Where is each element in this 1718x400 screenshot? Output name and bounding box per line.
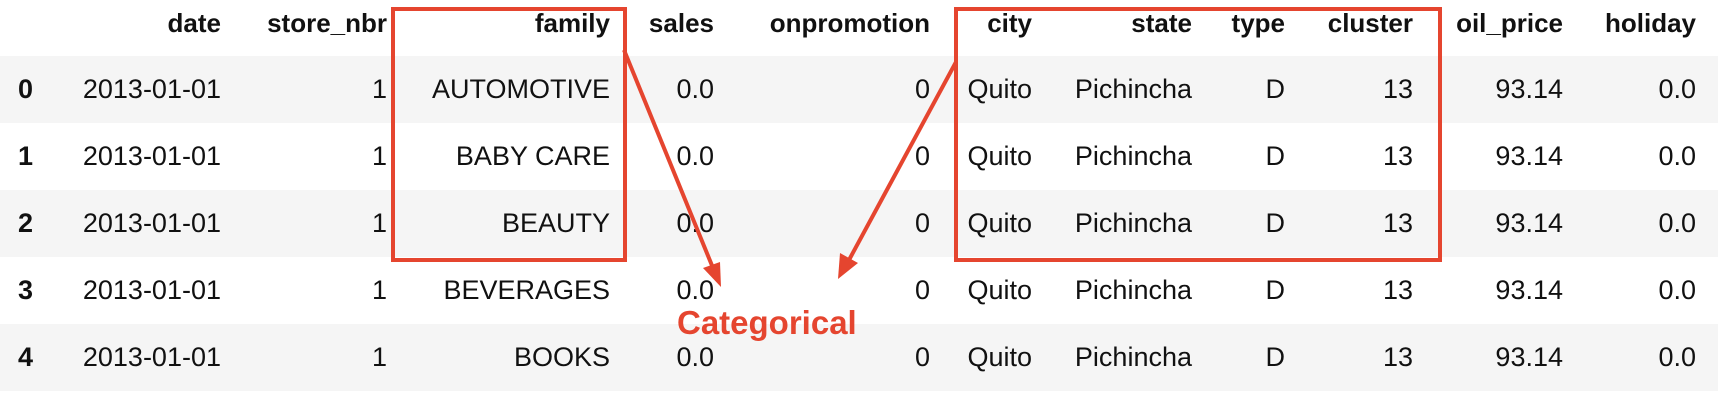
location-arrow-line	[847, 61, 958, 261]
cell-family: BEVERAGES	[443, 275, 610, 305]
cell-sales: 0.0	[676, 141, 714, 171]
cell-sales: 0.0	[676, 275, 714, 305]
column-header-date: date	[167, 8, 221, 38]
row-index: 3	[18, 275, 34, 305]
cell-onpromotion: 0	[914, 208, 930, 238]
cell-store-nbr: 1	[371, 275, 387, 305]
cell-state: Pichincha	[1074, 74, 1192, 104]
table-header-row: date store_nbr family sales onpromotion …	[0, 0, 1718, 56]
table-row: 4 2013-01-01 1 BOOKS 0.0 0 Quito Pichinc…	[0, 324, 1718, 391]
cell-city: Quito	[967, 208, 1032, 238]
cell-sales: 0.0	[676, 74, 714, 104]
cell-store-nbr: 1	[371, 74, 387, 104]
column-header-sales: sales	[648, 8, 714, 38]
cell-city: Quito	[967, 74, 1032, 104]
table-row: 3 2013-01-01 1 BEVERAGES 0.0 0 Quito Pic…	[0, 257, 1718, 324]
cell-date: 2013-01-01	[82, 275, 221, 305]
cell-family: BEAUTY	[501, 208, 610, 238]
cell-onpromotion: 0	[914, 74, 930, 104]
row-index: 2	[18, 208, 34, 238]
cell-family: BABY CARE	[455, 141, 610, 171]
cell-store-nbr: 1	[371, 141, 387, 171]
family-highlight-box	[391, 7, 627, 262]
table-row: 1 2013-01-01 1 BABY CARE 0.0 0 Quito Pic…	[0, 123, 1718, 190]
column-header-city: city	[987, 8, 1032, 38]
cell-state: Pichincha	[1074, 208, 1192, 238]
cell-store-nbr: 1	[371, 208, 387, 238]
cell-holiday: 0.0	[1658, 208, 1696, 238]
cell-state: Pichincha	[1074, 342, 1192, 372]
cell-type: D	[1265, 208, 1286, 238]
column-header-cluster: cluster	[1327, 8, 1413, 38]
cell-state: Pichincha	[1074, 275, 1192, 305]
location-arrowhead	[838, 253, 858, 279]
cell-city: Quito	[967, 275, 1032, 305]
cell-type: D	[1265, 74, 1286, 104]
location-highlight-box	[954, 7, 1442, 262]
cell-onpromotion: 0	[914, 275, 930, 305]
cell-cluster: 13	[1382, 342, 1413, 372]
cell-type: D	[1265, 342, 1286, 372]
cell-date: 2013-01-01	[82, 208, 221, 238]
cell-date: 2013-01-01	[82, 141, 221, 171]
cell-oil-price: 93.14	[1495, 342, 1563, 372]
cell-cluster: 13	[1382, 141, 1413, 171]
family-arrowhead	[703, 262, 721, 287]
cell-cluster: 13	[1382, 74, 1413, 104]
cell-store-nbr: 1	[371, 342, 387, 372]
column-header-oil-price: oil_price	[1456, 8, 1563, 38]
cell-oil-price: 93.14	[1495, 275, 1563, 305]
cell-family: BOOKS	[513, 342, 610, 372]
column-header-holiday: holiday	[1604, 8, 1696, 38]
cell-city: Quito	[967, 342, 1032, 372]
cell-oil-price: 93.14	[1495, 74, 1563, 104]
cell-sales: 0.0	[676, 342, 714, 372]
row-index: 4	[18, 342, 34, 372]
cell-onpromotion: 0	[914, 342, 930, 372]
column-header-state: state	[1131, 8, 1192, 38]
cell-holiday: 0.0	[1658, 275, 1696, 305]
cell-date: 2013-01-01	[82, 74, 221, 104]
row-index: 0	[18, 74, 34, 104]
cell-holiday: 0.0	[1658, 141, 1696, 171]
table-row: 0 2013-01-01 1 AUTOMOTIVE 0.0 0 Quito Pi…	[0, 56, 1718, 123]
cell-cluster: 13	[1382, 275, 1413, 305]
table-row: 2 2013-01-01 1 BEAUTY 0.0 0 Quito Pichin…	[0, 190, 1718, 257]
cell-date: 2013-01-01	[82, 342, 221, 372]
cell-oil-price: 93.14	[1495, 141, 1563, 171]
cell-type: D	[1265, 141, 1286, 171]
cell-family: AUTOMOTIVE	[431, 74, 610, 104]
cell-onpromotion: 0	[914, 141, 930, 171]
cell-oil-price: 93.14	[1495, 208, 1563, 238]
cell-cluster: 13	[1382, 208, 1413, 238]
cell-holiday: 0.0	[1658, 342, 1696, 372]
family-arrow-line	[622, 49, 715, 269]
cell-city: Quito	[967, 141, 1032, 171]
cell-state: Pichincha	[1074, 141, 1192, 171]
cell-type: D	[1265, 275, 1286, 305]
cell-holiday: 0.0	[1658, 74, 1696, 104]
column-header-type: type	[1231, 8, 1285, 38]
column-header-store-nbr: store_nbr	[267, 8, 387, 38]
column-header-family: family	[534, 8, 610, 38]
categorical-annotation-label: Categorical	[677, 304, 857, 341]
row-index: 1	[18, 141, 34, 171]
column-header-onpromotion: onpromotion	[769, 8, 930, 38]
